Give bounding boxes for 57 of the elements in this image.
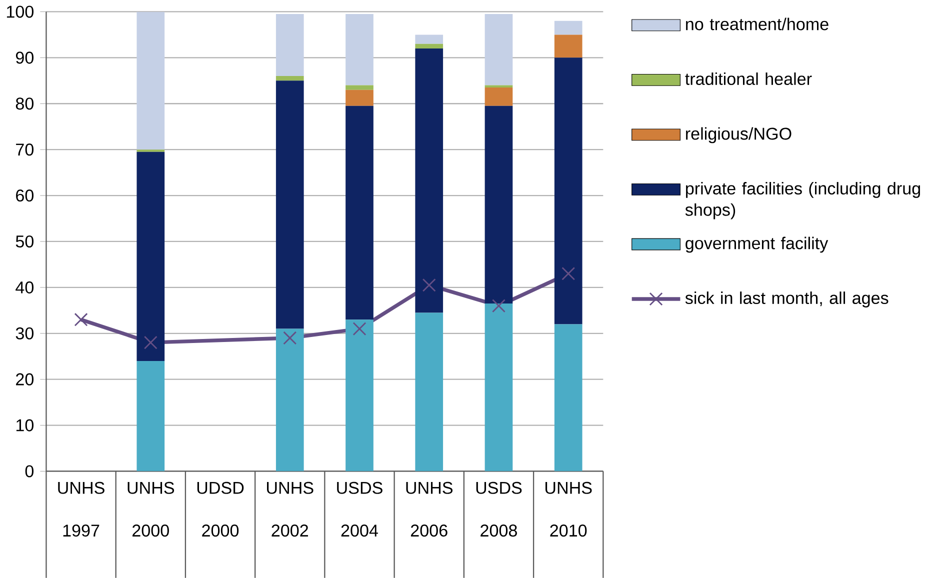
point: [562, 266, 576, 280]
bar: [276, 328, 304, 471]
y-tick-label: 60: [16, 189, 34, 202]
category-label: UNHS 2002: [267, 482, 314, 536]
legend-label: religious/NGO: [686, 127, 792, 143]
category-label: UNHS 1997: [58, 482, 104, 536]
category-label: USDS 2008: [476, 482, 522, 536]
y-tick-label: 50: [16, 235, 34, 248]
bar: [346, 90, 374, 106]
point: [283, 330, 297, 344]
category-label: UDSD 2000: [197, 482, 244, 536]
y-tick-label: 70: [16, 143, 34, 156]
bar: [484, 14, 513, 86]
bar: [136, 152, 165, 361]
bar: [415, 48, 444, 312]
bar: [484, 87, 513, 106]
legend-label: no treatment/home: [686, 17, 828, 30]
bar: [276, 76, 304, 80]
point: [352, 322, 366, 336]
y-tick-label: 90: [16, 51, 34, 64]
bar: [554, 57, 582, 324]
category-label: UNHS 2000: [128, 482, 174, 536]
legend-label: traditional healer: [685, 72, 812, 85]
y-tick-label: 10: [16, 419, 34, 432]
y-tick-label: 40: [16, 281, 34, 294]
bar: [346, 14, 374, 86]
legend-label: government facility: [686, 236, 828, 252]
point: [422, 278, 436, 292]
point: [492, 298, 506, 312]
legend-label: private facilities (including drug shops): [685, 182, 920, 220]
category-label: UNHS 2006: [406, 482, 453, 536]
y-tick-label: 20: [16, 373, 34, 386]
bar: [136, 360, 165, 471]
bar: [484, 106, 513, 304]
bar: [415, 44, 444, 48]
bar: [346, 85, 374, 90]
bar: [346, 106, 374, 320]
bar: [136, 149, 165, 152]
point: [144, 336, 158, 350]
legend-label: sick in last month, all ages: [685, 291, 888, 308]
bar: [415, 34, 444, 44]
y-tick-label: 0: [25, 464, 34, 478]
point: [74, 312, 88, 326]
y-tick-label: 30: [16, 327, 34, 340]
bar: [415, 312, 444, 471]
bar: [346, 319, 374, 471]
category-label: USDS 2004: [337, 482, 382, 536]
category-label: UNHS 2010: [545, 482, 592, 536]
bar: [554, 20, 582, 34]
bar: [276, 14, 304, 76]
bar: [554, 324, 582, 471]
bar: [484, 303, 513, 471]
y-tick-label: 80: [16, 97, 34, 110]
bar: [136, 11, 165, 150]
bar: [554, 34, 582, 58]
bar: [276, 80, 304, 329]
y-tick-label: 100: [6, 5, 34, 18]
